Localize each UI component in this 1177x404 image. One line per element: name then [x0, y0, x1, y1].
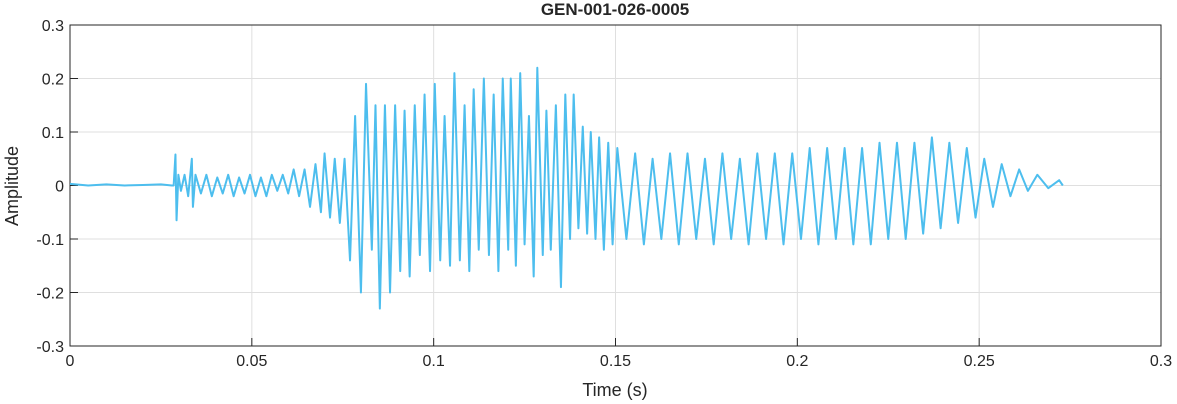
axes-box — [69, 24, 1162, 347]
y-tick-label: 0 — [55, 179, 64, 196]
y-tick-label: -0.3 — [36, 339, 64, 356]
x-axis-label: Time (s) — [582, 380, 647, 400]
x-tick-label: 0.05 — [236, 353, 267, 370]
y-tick-label: 0.1 — [42, 125, 64, 142]
x-tick-label: 0.3 — [1150, 353, 1172, 370]
x-tick-label: 0 — [66, 353, 75, 370]
y-tick-label: 0.2 — [42, 72, 64, 89]
x-tick-label: 0.25 — [964, 353, 995, 370]
x-tick-label: 0.2 — [786, 353, 808, 370]
y-tick-label: -0.1 — [36, 232, 64, 249]
waveform — [69, 66, 1064, 310]
y-tick-label: -0.2 — [36, 286, 64, 303]
chart-title: GEN-001-026-0005 — [541, 0, 689, 19]
x-tick-label: 0.1 — [423, 353, 445, 370]
y-tick-label: 0.3 — [42, 18, 64, 35]
x-tick-label: 0.15 — [600, 353, 631, 370]
y-axis-label: Amplitude — [2, 146, 22, 226]
